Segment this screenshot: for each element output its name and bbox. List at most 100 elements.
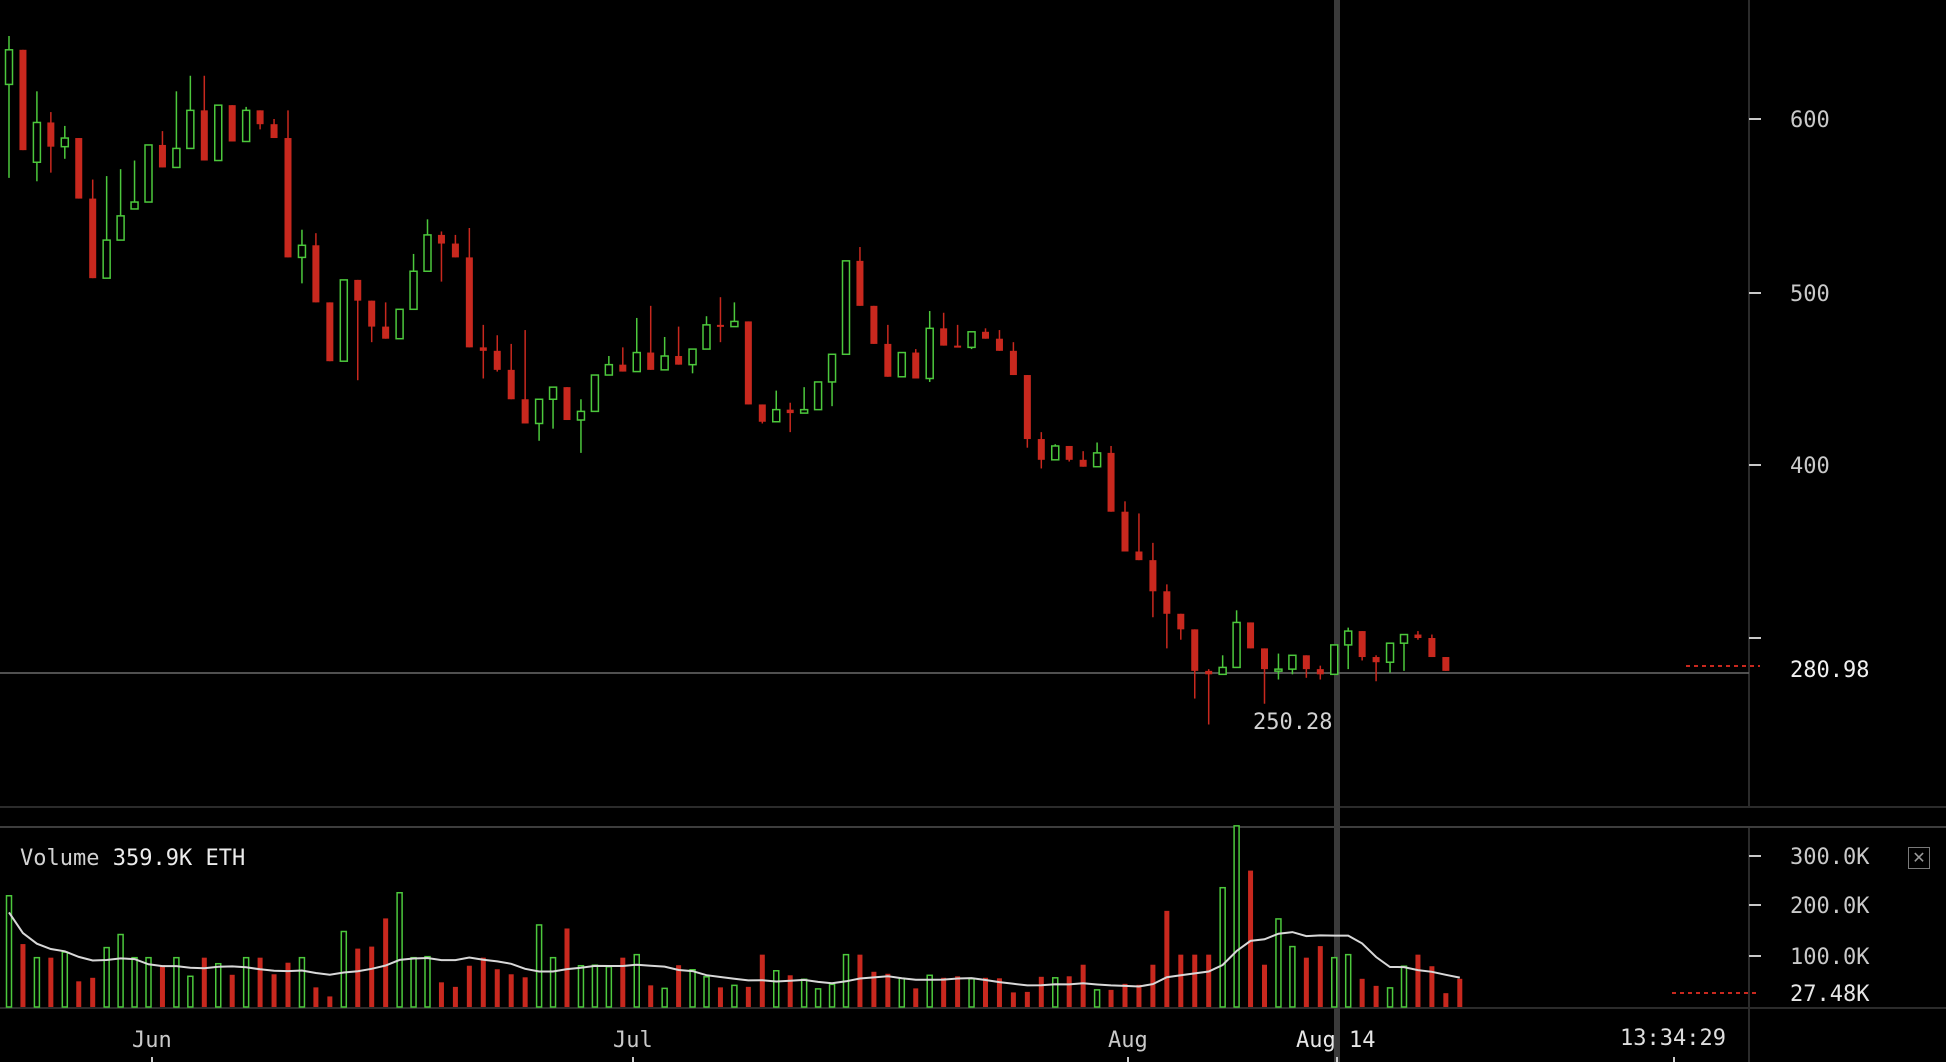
volume-bar	[76, 981, 82, 1007]
volume-bar	[857, 954, 863, 1007]
candle	[382, 302, 390, 339]
volume-bar	[257, 957, 263, 1007]
volume-bar	[1192, 954, 1198, 1007]
volume-bar	[1038, 976, 1044, 1007]
candle	[75, 138, 83, 199]
candle	[716, 297, 724, 343]
candle	[702, 316, 711, 350]
candle-body	[451, 243, 459, 258]
candle-body	[688, 348, 697, 366]
volume-bar	[466, 965, 472, 1007]
candle-body	[297, 244, 307, 259]
candle-body	[1009, 350, 1017, 376]
volume-bar	[410, 956, 417, 1008]
price-tick-label: 400	[1790, 454, 1830, 479]
candle	[116, 169, 125, 241]
volume-bar	[955, 976, 961, 1007]
volume-bar	[383, 918, 389, 1007]
candle-body	[1385, 642, 1395, 663]
candle-body	[1065, 445, 1073, 460]
candle	[1385, 642, 1395, 673]
candle	[256, 110, 264, 130]
volume-bar	[773, 970, 780, 1008]
candle-body	[1232, 621, 1241, 669]
candle-body	[730, 320, 739, 328]
candle	[1316, 665, 1324, 680]
volume-tick-label: 100.0K	[1790, 945, 1870, 970]
candle-body	[1177, 613, 1185, 630]
volume-bar	[1289, 945, 1296, 1008]
candle	[1107, 445, 1115, 512]
volume-bar	[1136, 984, 1142, 1007]
volume-bar	[438, 982, 444, 1007]
candle	[1051, 444, 1060, 461]
candle-body	[1247, 622, 1255, 649]
candle	[1121, 501, 1129, 552]
price-tick-label: 600	[1790, 108, 1830, 133]
candle	[507, 343, 515, 400]
volume-bar	[61, 951, 69, 1008]
candle	[632, 317, 641, 373]
candle	[158, 131, 166, 168]
candle	[297, 229, 307, 284]
volume-bar	[48, 957, 54, 1007]
candle-body	[354, 279, 362, 301]
price-tick-label: 500	[1790, 282, 1830, 307]
candle-body	[1205, 670, 1213, 675]
candle	[1218, 655, 1227, 676]
candle-body	[1051, 445, 1060, 461]
candle-body	[632, 351, 641, 373]
volume-bar	[535, 924, 543, 1008]
candle	[1343, 627, 1353, 670]
candle-body	[772, 408, 781, 423]
candle-body	[60, 137, 70, 148]
candle-body	[1428, 638, 1436, 658]
candle-body	[1274, 668, 1283, 672]
candle	[912, 349, 920, 379]
candle-body	[660, 355, 669, 371]
close-volume-panel-button[interactable]: ✕	[1908, 847, 1930, 869]
candle-body	[870, 305, 878, 344]
candle-body	[144, 144, 153, 203]
candle-body	[437, 234, 445, 244]
volume-bar	[117, 933, 124, 1008]
volume-bar	[787, 975, 793, 1007]
candle	[172, 91, 181, 169]
volume-bar	[871, 971, 877, 1007]
volume-bar	[1415, 954, 1421, 1007]
current-time-label: 13:34:29	[1620, 1026, 1726, 1051]
candle-body	[563, 387, 571, 421]
time-axis-label: Jul	[613, 1028, 653, 1053]
candle	[521, 330, 529, 424]
candle-body	[675, 356, 683, 365]
candle-body	[758, 404, 766, 422]
volume-bar	[731, 984, 738, 1008]
candle-body	[75, 138, 83, 199]
volume-bar	[1262, 964, 1267, 1007]
volume-bar	[1400, 965, 1408, 1008]
candle	[1205, 669, 1213, 725]
volume-bar	[159, 965, 165, 1007]
candle-body	[1218, 666, 1227, 676]
candle	[604, 356, 614, 376]
close-icon: ✕	[1912, 848, 1926, 867]
candle	[1274, 653, 1283, 680]
candle	[437, 231, 445, 282]
candle	[200, 75, 208, 161]
volume-bar	[564, 928, 570, 1007]
candle	[1149, 542, 1157, 618]
volume-bar	[33, 956, 41, 1008]
volume-value: 359.9K	[112, 846, 193, 871]
volume-bar	[1317, 946, 1323, 1007]
volume-bar	[941, 977, 947, 1007]
volume-bar	[20, 944, 26, 1007]
volume-bar	[327, 996, 333, 1007]
candle-body	[395, 308, 404, 340]
candle	[1163, 584, 1171, 649]
candle-body	[799, 408, 809, 414]
candle	[395, 308, 404, 340]
volume-bar	[689, 969, 696, 1008]
candle	[1399, 633, 1409, 671]
candle-body	[1163, 591, 1171, 614]
